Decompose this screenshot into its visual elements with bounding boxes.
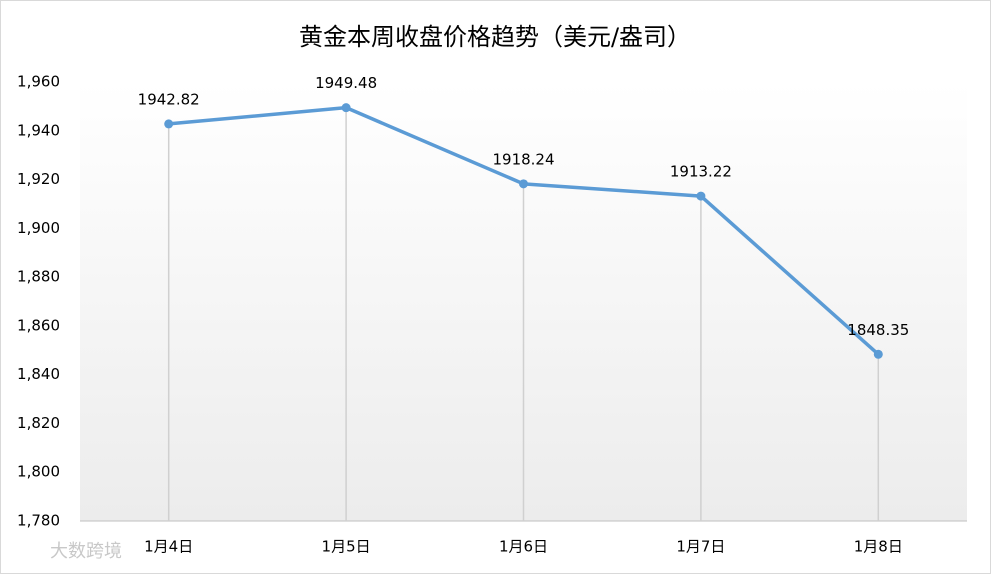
x-tick-label: 1月6日	[499, 538, 548, 556]
y-tick-label: 1,860	[17, 316, 60, 334]
data-label: 1949.48	[315, 74, 377, 92]
x-tick-label: 1月4日	[144, 538, 193, 556]
watermark: 大数跨境	[50, 541, 122, 562]
point	[341, 103, 351, 113]
point	[873, 349, 883, 359]
x-tick-label: 1月5日	[322, 538, 371, 556]
y-tick-label: 1,840	[17, 365, 60, 383]
x-tick-label: 1月8日	[854, 538, 903, 556]
y-tick-label: 1,900	[17, 219, 60, 237]
y-tick-label: 1,920	[17, 170, 60, 188]
point	[164, 119, 174, 129]
chart-title: 黄金本周收盘价格趋势（美元/盎司）	[299, 23, 691, 51]
point	[696, 191, 706, 201]
y-tick-label: 1,960	[17, 73, 60, 91]
point	[519, 179, 528, 189]
y-tick-label: 1,800	[17, 463, 60, 481]
y-tick-label: 1,880	[17, 268, 60, 286]
data-label: 1913.22	[670, 163, 732, 181]
y-tick-label: 1,780	[17, 512, 60, 530]
x-tick-label: 1月7日	[676, 538, 725, 556]
data-label: 1942.82	[138, 90, 200, 108]
data-label: 1848.35	[847, 321, 909, 339]
data-label: 1918.24	[492, 150, 554, 168]
y-tick-label: 1,820	[17, 414, 60, 432]
y-tick-label: 1,940	[17, 121, 60, 139]
